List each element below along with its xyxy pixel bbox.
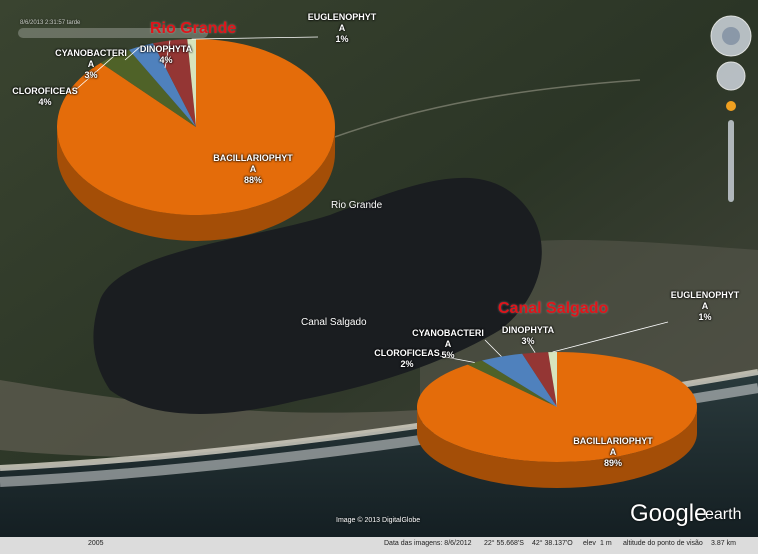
category-label: DINOPHYTA	[501, 325, 555, 335]
chart-title: Rio Grande	[150, 20, 237, 37]
pie-slice	[467, 360, 557, 407]
category-label: EUGLENOPHYTA	[670, 290, 740, 311]
pie-slice	[153, 39, 196, 128]
pegman[interactable]	[726, 101, 736, 111]
category-label: EUGLENOPHYTA	[307, 12, 377, 33]
pie-slice	[481, 353, 557, 407]
timestamp: 8/6/2013 2:31:57 tarde	[20, 20, 81, 26]
place-label[interactable]: Canal Salgado	[301, 317, 367, 328]
category-label: CLOROFICEAS	[374, 348, 440, 358]
value-label: 89%	[603, 458, 622, 468]
road	[299, 79, 641, 151]
data-label: DINOPHYTA 4%	[136, 44, 196, 66]
category-label: DINOPHYTA	[139, 44, 193, 54]
category-label: CYANOBACTERIA	[55, 48, 127, 69]
status-text: 3.87 km	[711, 540, 736, 547]
pie-slice	[548, 352, 557, 407]
attribution: Image © 2013 DigitalGlobe	[336, 517, 421, 524]
zoom-slider[interactable]	[728, 120, 734, 202]
data-label: EUGLENOPHYTA 1%	[668, 290, 742, 323]
pie-slice	[129, 43, 196, 128]
pie-slice	[187, 39, 196, 127]
logo: Google	[630, 500, 708, 527]
pie-slice	[100, 49, 196, 128]
compass-center[interactable]	[722, 27, 740, 45]
value-label: 4%	[159, 55, 173, 65]
value-label: 3%	[521, 336, 535, 346]
status-bar	[0, 537, 758, 554]
data-label: CYANOBACTERIA 3%	[53, 48, 129, 81]
leader-line	[191, 36, 319, 40]
leader-line	[552, 321, 669, 353]
pie-side	[417, 407, 697, 488]
status-text: elev	[583, 540, 596, 547]
logo: earth	[705, 506, 742, 523]
data-label: CLOROFICEAS 2%	[372, 348, 442, 370]
leader-line	[526, 339, 536, 353]
chart-title: Canal Salgado	[498, 300, 609, 317]
value-label: 3%	[84, 70, 98, 80]
data-label: DINOPHYTA 3%	[498, 325, 558, 347]
data-label: BACILLARIOPHYTA 89%	[572, 436, 654, 469]
value-label: 2%	[400, 359, 414, 369]
leader-line	[124, 45, 142, 61]
status-text: 22° 55.668'S	[484, 540, 524, 547]
category-label: BACILLARIOPHYTA	[213, 153, 293, 174]
place-label[interactable]: Rio Grande	[331, 200, 383, 211]
value-label: 88%	[243, 175, 262, 185]
pie-slice	[56, 39, 335, 216]
category-label: BACILLARIOPHYTA	[573, 436, 653, 457]
look-control[interactable]	[716, 61, 746, 91]
tour-year[interactable]: 2005	[88, 540, 104, 547]
leader-line	[484, 339, 502, 357]
value-label: 5%	[441, 350, 455, 360]
pie-slice	[417, 352, 698, 462]
leader-line	[71, 55, 115, 94]
leader-line	[439, 355, 475, 363]
time-slider[interactable]	[18, 28, 208, 38]
category-label: CYANOBACTERIA	[412, 328, 484, 349]
leader-line	[164, 40, 171, 69]
pie-side	[57, 127, 335, 241]
data-label: CLOROFICEAS 4%	[10, 86, 80, 108]
pie-slice	[522, 352, 557, 407]
status-text: 42° 38.137'O	[532, 540, 573, 547]
value-label: 1%	[698, 312, 712, 322]
value-label: 1%	[335, 34, 349, 44]
data-label: BACILLARIOPHYTA 88%	[212, 153, 294, 186]
lagoon	[93, 177, 542, 414]
value-label: 4%	[38, 97, 52, 107]
data-label: EUGLENOPHYTA 1%	[305, 12, 379, 45]
status-text: 1 m	[600, 540, 612, 547]
status-text: Data das imagens: 8/6/2012	[384, 540, 472, 547]
data-label: CYANOBACTERIA 5%	[410, 328, 486, 361]
category-label: CLOROFICEAS	[12, 86, 78, 96]
status-text: altitude do ponto de visão	[623, 540, 703, 547]
